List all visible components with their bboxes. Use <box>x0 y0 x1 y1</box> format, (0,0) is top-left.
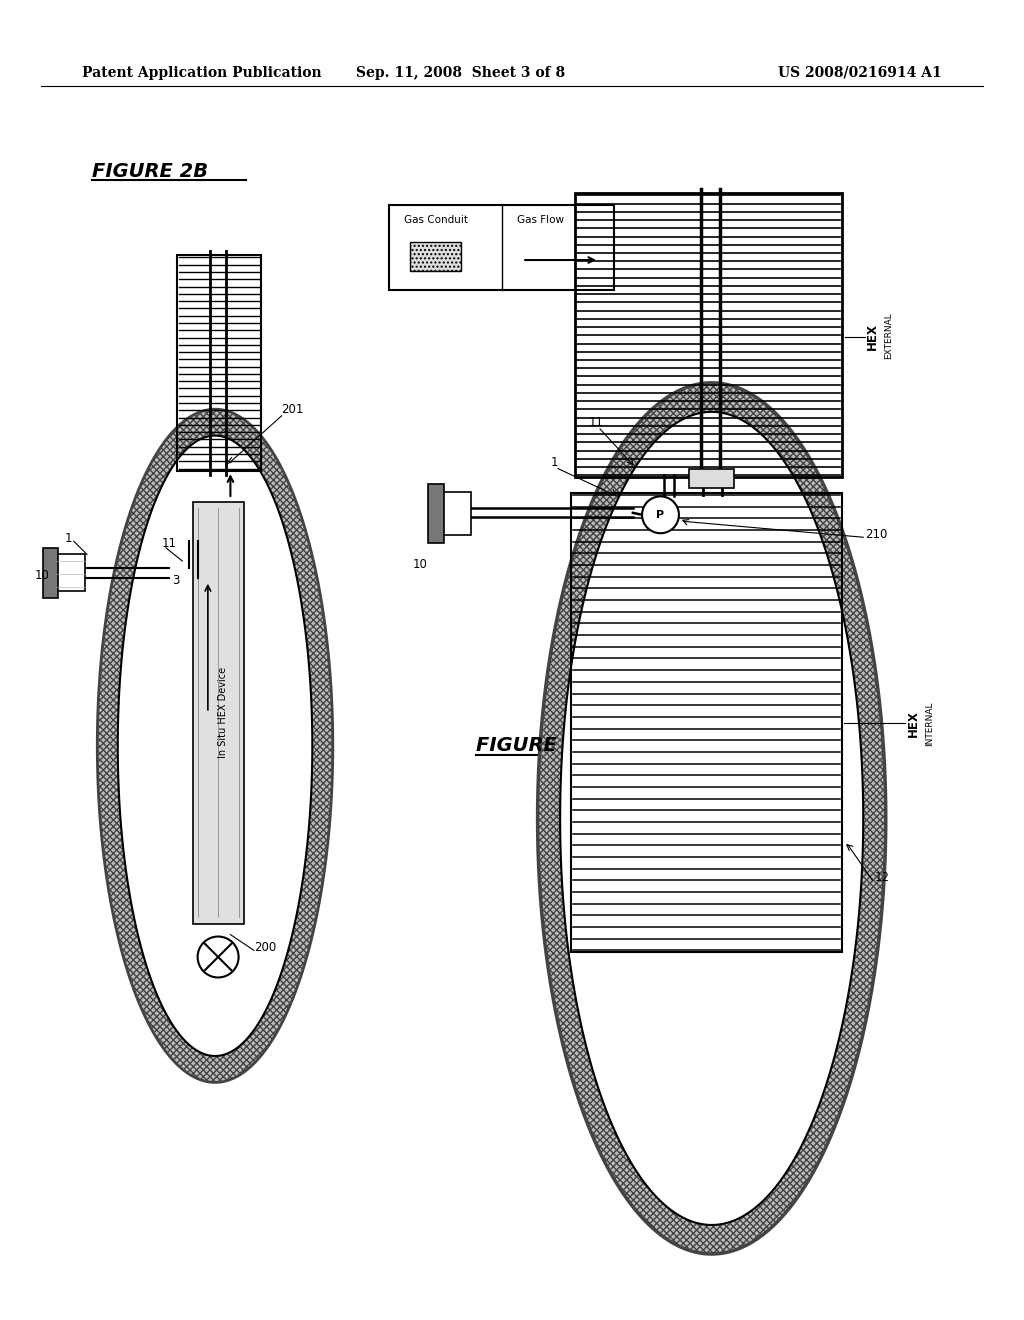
Text: FIGURE 2B: FIGURE 2B <box>92 162 208 181</box>
Text: HEX: HEX <box>907 710 920 737</box>
Text: 3: 3 <box>172 574 179 587</box>
Text: FIGURE 2C: FIGURE 2C <box>476 737 592 755</box>
Text: Gas Flow: Gas Flow <box>517 215 564 226</box>
Polygon shape <box>118 436 312 1056</box>
Text: 1: 1 <box>551 455 558 469</box>
Bar <box>442 492 471 535</box>
Text: 12: 12 <box>874 871 890 884</box>
Bar <box>689 469 734 488</box>
Text: 10: 10 <box>34 569 49 582</box>
Text: US 2008/0216914 A1: US 2008/0216914 A1 <box>778 66 942 79</box>
Circle shape <box>642 496 679 533</box>
Text: 10: 10 <box>413 558 428 572</box>
Bar <box>193 502 244 924</box>
Bar <box>428 484 444 543</box>
Bar <box>410 242 461 271</box>
Text: Gas Conduit: Gas Conduit <box>404 215 469 226</box>
Text: Sep. 11, 2008  Sheet 3 of 8: Sep. 11, 2008 Sheet 3 of 8 <box>356 66 565 79</box>
Text: In Situ HEX Device: In Situ HEX Device <box>218 667 228 759</box>
Bar <box>574 193 842 478</box>
Bar <box>571 492 842 953</box>
Polygon shape <box>560 412 863 1225</box>
Polygon shape <box>97 409 333 1082</box>
Text: P: P <box>656 510 665 520</box>
Bar <box>56 554 85 591</box>
Text: 200: 200 <box>254 941 276 954</box>
Circle shape <box>198 936 239 978</box>
Text: 1: 1 <box>65 532 72 545</box>
Bar <box>43 548 58 598</box>
Text: HEX: HEX <box>866 323 879 350</box>
Polygon shape <box>538 383 886 1254</box>
Bar <box>177 255 261 471</box>
Text: EXTERNAL: EXTERNAL <box>885 312 893 359</box>
Text: 201: 201 <box>282 403 304 416</box>
Bar <box>389 205 614 290</box>
Text: INTERNAL: INTERNAL <box>926 701 934 746</box>
Text: 11: 11 <box>162 537 177 550</box>
Text: 210: 210 <box>865 528 888 541</box>
Text: 11: 11 <box>589 416 604 429</box>
Text: Patent Application Publication: Patent Application Publication <box>82 66 322 79</box>
